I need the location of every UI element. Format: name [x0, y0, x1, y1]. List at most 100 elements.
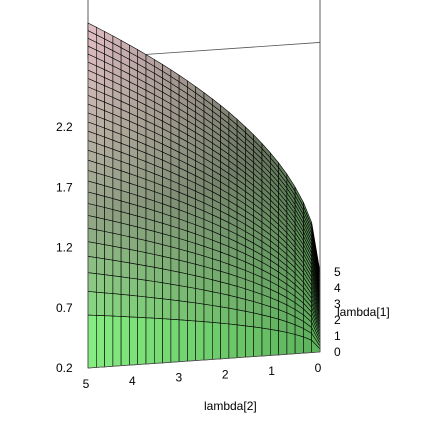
- z-tick-label: 2.2: [56, 120, 73, 134]
- surface-cell: [212, 305, 221, 324]
- surface-cell: [212, 279, 221, 294]
- z-tick-label: 0.7: [56, 301, 73, 315]
- surface-cell: [87, 241, 97, 258]
- surface-cell: [129, 277, 138, 297]
- surface-cell: [104, 258, 114, 277]
- surface-cell: [162, 318, 172, 364]
- z-tick-label: 1.2: [56, 241, 73, 255]
- z-tick-label: 1.7: [56, 180, 73, 194]
- box-edge: [87, 351, 321, 369]
- surface-cell: [187, 261, 196, 277]
- surface-cell: [120, 294, 130, 318]
- surface-cell: [261, 314, 271, 330]
- surface-cell: [170, 246, 180, 261]
- surface-cell: [269, 316, 279, 332]
- x-tick-label: 3: [175, 371, 182, 385]
- surface-cell: [104, 274, 114, 294]
- surface-cell: [170, 270, 180, 286]
- surface-cell: [145, 317, 155, 365]
- surface-cell: [195, 288, 205, 305]
- surface-cell: [87, 291, 97, 316]
- surface-cell: [104, 218, 114, 234]
- surface-cell: [245, 299, 254, 314]
- surface-cell: [253, 312, 263, 329]
- surface-cell: [203, 303, 213, 323]
- surface-cell: [120, 234, 130, 250]
- surface-cell: [129, 224, 138, 240]
- surface-cell: [96, 205, 105, 220]
- surface-cell: [195, 263, 205, 279]
- surface-cell: [162, 255, 172, 271]
- surface-cell: [220, 322, 230, 360]
- surface-cell: [87, 256, 97, 275]
- surface-cell: [137, 295, 147, 319]
- surface-cell: [228, 294, 238, 311]
- surface-cell: [96, 229, 105, 246]
- surface-cell: [120, 276, 130, 296]
- surface-cell: [87, 314, 97, 369]
- z-tick-label: 0.2: [56, 361, 73, 375]
- surface-cell: [178, 259, 188, 275]
- surface-cell: [112, 293, 122, 317]
- surface-cell: [145, 240, 155, 255]
- surface-cell: [162, 268, 172, 285]
- surface-cell: [104, 292, 114, 317]
- surface-cell: [96, 315, 105, 368]
- surface-cell: [278, 318, 288, 333]
- surface-cell: [220, 306, 230, 325]
- surface-cell: [170, 318, 180, 363]
- surface-cell: [129, 262, 138, 280]
- surface-cell: [112, 259, 122, 278]
- surface-cell: [120, 316, 130, 367]
- surface-cell: [104, 315, 114, 368]
- surface-cell: [178, 319, 188, 363]
- surface-cell: [203, 277, 213, 293]
- surface-cell: [236, 324, 246, 359]
- y-tick-label: 5: [334, 265, 341, 279]
- surface-cell: [154, 297, 163, 320]
- surface-cell: [104, 244, 114, 261]
- surface-cell: [162, 244, 172, 259]
- surface-cell: [120, 261, 130, 279]
- y-tick-label: 4: [334, 281, 341, 295]
- surface-cell: [212, 291, 221, 308]
- surface-cell: [269, 329, 279, 356]
- surface-cell: [137, 250, 147, 267]
- surface-cell: [154, 317, 163, 364]
- x-tick-label: 4: [129, 374, 136, 388]
- surface-cell: [170, 283, 180, 302]
- surface-cell: [187, 320, 196, 362]
- surface-cell: [120, 247, 130, 264]
- surface-cell: [120, 222, 130, 238]
- x-tick-label: 2: [222, 367, 229, 381]
- surface-cell: [245, 325, 254, 358]
- y-tick-label: 0: [334, 345, 341, 359]
- surface-cell: [170, 299, 180, 321]
- surface-cell: [96, 216, 105, 232]
- surface-cell: [195, 302, 205, 323]
- x-tick-label: 1: [268, 364, 275, 378]
- surface-cell: [245, 310, 254, 328]
- surface-cell: [96, 242, 105, 260]
- surface-cell: [253, 326, 263, 357]
- surface-cell: [178, 300, 188, 321]
- surface-cell: [261, 327, 271, 357]
- surface-cell: [137, 264, 147, 281]
- surface-cell: [154, 254, 163, 270]
- surface-cell: [195, 320, 205, 361]
- y-tick-label: 2: [334, 313, 341, 327]
- tick-labels: 5 4 3 2 1 00 1 2 3 4 5 0.2 0.7 1.2 1.7 2.2: [56, 120, 341, 391]
- surface-cell: [162, 298, 172, 320]
- x-tick-label: 5: [83, 377, 90, 391]
- surface-cell: [178, 285, 188, 303]
- surface-cell: [203, 289, 213, 306]
- surface-cell: [104, 231, 114, 247]
- surface-cell: [212, 322, 221, 360]
- surface-cell: [228, 307, 238, 326]
- surface-cell: [112, 275, 122, 295]
- surface-cell: [187, 286, 196, 304]
- surface-cell: [195, 275, 205, 291]
- surface-cell: [294, 334, 304, 355]
- surface-cell: [162, 282, 172, 301]
